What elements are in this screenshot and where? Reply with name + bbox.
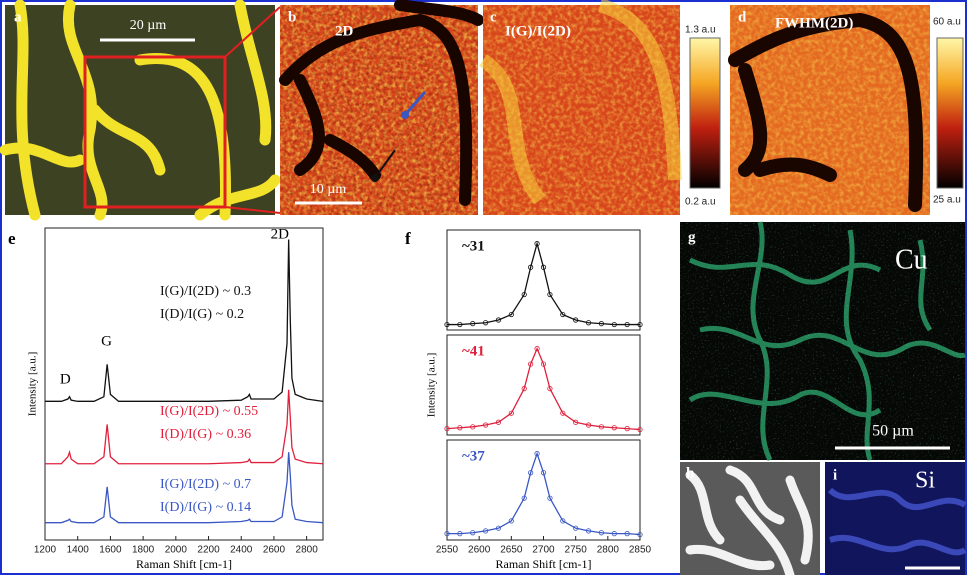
x-tick-label: 2600: [263, 545, 286, 556]
x-tick-label: 2550: [436, 545, 459, 556]
plot-frame: [45, 228, 323, 540]
ratio-label: I(G)/I(2D) ~ 0.3: [160, 284, 251, 299]
scale-bar-label: 10 µm: [310, 182, 347, 197]
panel-title: 2D: [335, 23, 354, 39]
panel-title: FWHM(2D): [775, 15, 853, 31]
peak-label: D: [60, 371, 71, 387]
x-tick-label: 2850: [629, 545, 652, 556]
ratio-label: I(G)/I(2D) ~ 0.55: [160, 404, 258, 419]
fwhm-label: ~41: [462, 343, 485, 359]
x-tick-label: 2750: [565, 545, 588, 556]
panel-label: a: [14, 9, 22, 25]
panel-label: c: [490, 9, 497, 25]
fwhm-label: ~37: [462, 448, 485, 464]
x-tick-label: 2800: [296, 545, 319, 556]
panel-g: 50 µm g Cu: [680, 222, 965, 460]
panel-a: 20 µm a: [5, 5, 280, 215]
panel-label: i: [833, 467, 837, 483]
x-tick-label: 1400: [67, 545, 90, 556]
panel-label: e: [8, 229, 16, 248]
panel-label: b: [288, 9, 296, 25]
x-tick-label: 2200: [197, 545, 220, 556]
x-tick-label: 2000: [165, 545, 188, 556]
x-tick-label: 2400: [230, 545, 253, 556]
panel-i: i Si: [825, 462, 965, 575]
ratio-label: I(G)/I(2D) ~ 0.7: [160, 477, 251, 492]
panel-label: f: [405, 229, 411, 248]
spectrum-line: [447, 244, 640, 325]
x-tick-label: 1200: [34, 545, 57, 556]
ratio-label: I(D)/I(G) ~ 0.36: [160, 427, 251, 442]
scale-bar-label: 20 µm: [130, 18, 167, 33]
colorbar-label: 1.3 a.u: [685, 25, 716, 36]
panel-label: g: [688, 229, 696, 245]
figure: 20 µm a 10 µm b 2D c I(G)/I(2D) 1.3 a.u …: [0, 0, 967, 575]
peak-label: 2D: [271, 226, 290, 242]
x-tick-label: 1600: [99, 545, 122, 556]
x-axis-label: Raman Shift [cm-1]: [496, 557, 592, 571]
spectrum-line: [447, 454, 640, 535]
ratio-label: I(D)/I(G) ~ 0.2: [160, 307, 244, 322]
peak-label: G: [101, 333, 112, 349]
y-axis-label: Intensity [a.u.]: [27, 352, 39, 416]
panel-c: c I(G)/I(2D) 1.3 a.u 0.2 a.u: [483, 5, 720, 215]
panel-d: d FWHM(2D) 60 a.u 25 a.u: [730, 5, 963, 215]
panel-title: Si: [915, 468, 935, 494]
panel-h: h: [680, 462, 820, 575]
scale-bar-label: 50 µm: [872, 423, 914, 440]
fwhm-label: ~31: [462, 238, 485, 254]
y-axis-label: Intensity [a.u.]: [426, 353, 438, 417]
colorbar-label: 25 a.u: [933, 195, 961, 206]
x-axis-label: Raman Shift [cm-1]: [136, 557, 232, 571]
charts: 1200 1400 1600 1800 2000 2200 2400 2600 2800 e Ram…: [8, 226, 652, 570]
spectrum-line: [447, 349, 640, 430]
ratio-label: I(D)/I(G) ~ 0.14: [160, 500, 251, 515]
x-tick-label: 2800: [597, 545, 620, 556]
x-tick-label: 2600: [468, 545, 491, 556]
panel-b: 10 µm b 2D: [280, 5, 478, 215]
panel-title: I(G)/I(2D): [505, 23, 571, 39]
x-tick-label: 1800: [132, 545, 155, 556]
panel-label: h: [686, 465, 695, 481]
panel-label: d: [738, 9, 747, 25]
x-tick-label: 2700: [532, 545, 555, 556]
panel-title: Cu: [895, 244, 928, 275]
colorbar-label: 0.2 a.u: [685, 197, 716, 208]
colorbar-label: 60 a.u: [933, 17, 961, 28]
x-tick-label: 2650: [500, 545, 523, 556]
